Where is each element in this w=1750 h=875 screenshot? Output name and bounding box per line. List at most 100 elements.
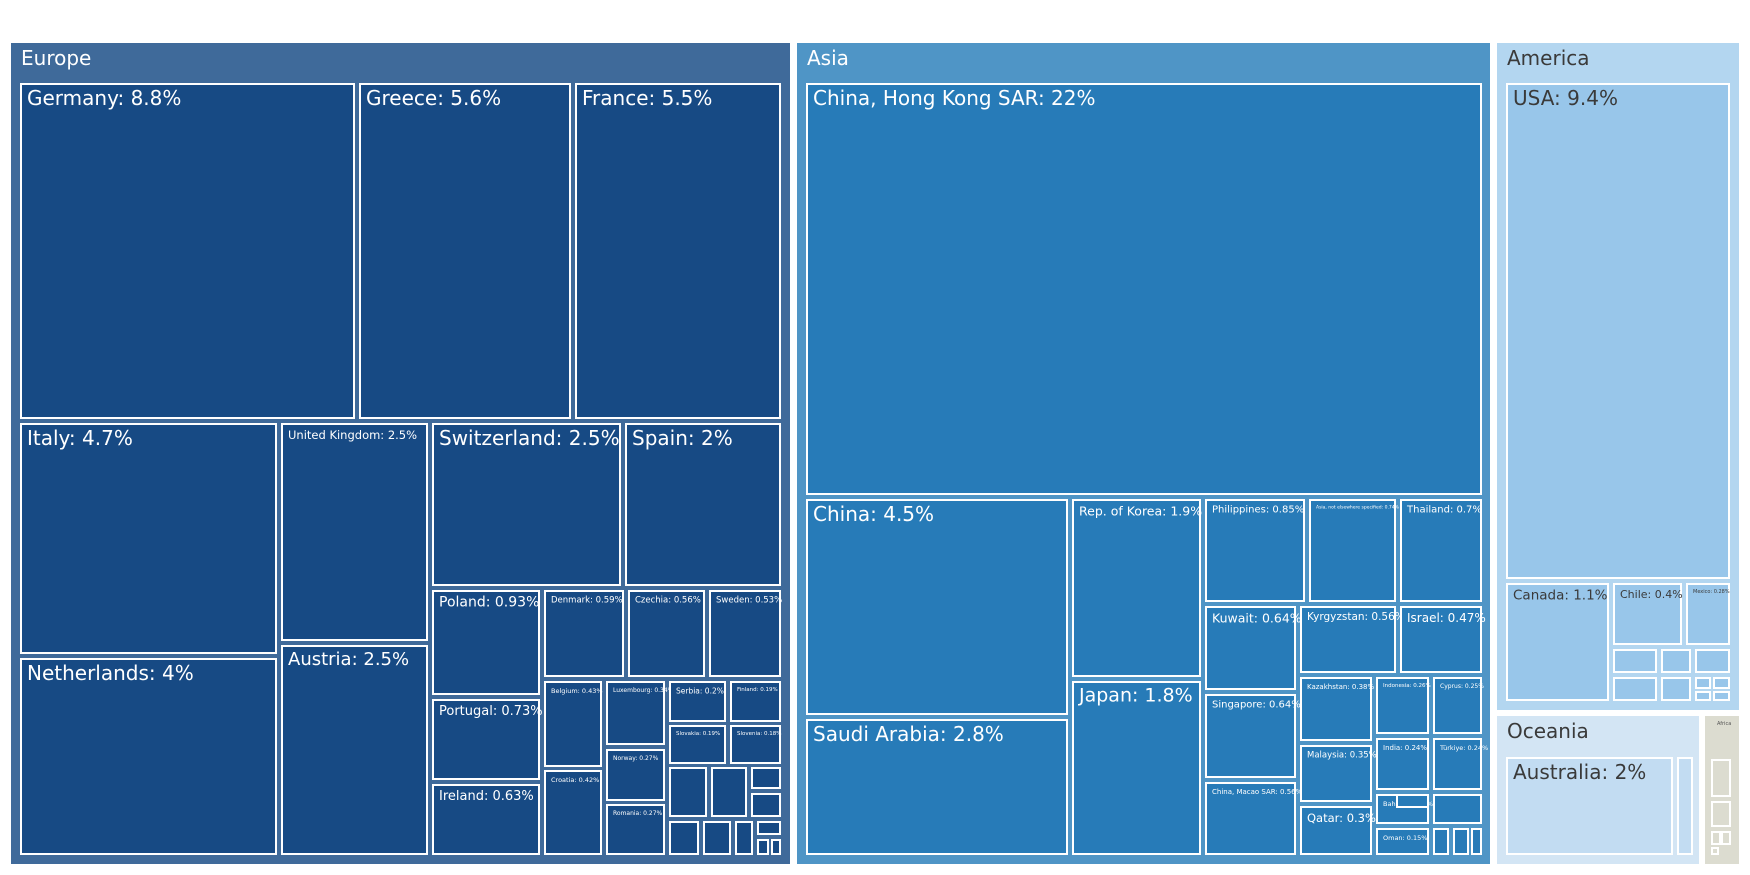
tile-label-china-macao-sar: China, Macao SAR: 0.56% [1212, 788, 1303, 796]
tile-finland [730, 681, 781, 722]
tile-label-philippines: Philippines: 0.85% [1212, 504, 1304, 515]
tile-netherlands [20, 658, 277, 855]
tile-label-germany: Germany: 8.8% [27, 86, 181, 110]
group-label-asia: Asia [807, 46, 849, 70]
tile-kyrgyzstan [1300, 606, 1396, 673]
tile-minor-america-3 [1613, 677, 1657, 701]
tile-minor-europe-1 [711, 767, 747, 817]
tile-japan [1072, 681, 1201, 855]
tile-label-serbia: Serbia: 0.2% [676, 687, 724, 696]
tile-minor-africa-4 [1711, 847, 1719, 855]
group-label-oceania: Oceania [1507, 719, 1589, 743]
tile-label-italy: Italy: 4.7% [27, 426, 133, 450]
tile-ireland [432, 784, 540, 855]
tile-minor-africa-1 [1711, 801, 1731, 827]
tile-minor-europe-8 [757, 839, 769, 855]
tile-label-belgium: Belgium: 0.43% [551, 687, 603, 695]
tile-label-oman: Oman: 0.15% [1383, 834, 1427, 842]
tile-label-australia: Australia: 2% [1513, 760, 1646, 784]
tile-kazakhstan [1300, 677, 1372, 741]
tile-minor-europe-4 [669, 821, 699, 855]
tile-minor-africa-3 [1721, 831, 1731, 845]
tile-minor-europe-3 [751, 793, 781, 817]
tile-minor-asia-0 [1433, 794, 1482, 824]
tile-label-netherlands: Netherlands: 4% [27, 661, 194, 685]
tile-israel [1400, 606, 1482, 673]
tile-romania [606, 804, 665, 855]
tile-label-united-kingdom: United Kingdom: 2.5% [288, 428, 417, 442]
tile-label-slovakia: Slovakia: 0.19% [676, 731, 720, 737]
tile-label-kuwait: Kuwait: 0.64% [1212, 611, 1302, 626]
tile-label-china-hong-kong-sar: China, Hong Kong SAR: 22% [813, 86, 1096, 110]
tile-label-kazakhstan: Kazakhstan: 0.38% [1307, 683, 1374, 691]
tile-slovakia [669, 725, 726, 764]
tile-label-mexico: Mexico: 0.28% [1693, 589, 1730, 595]
tile-china-macao-sar [1205, 782, 1296, 855]
tile-china-hong-kong-sar [806, 83, 1482, 495]
tile-label-qatar: Qatar: 0.3% [1307, 811, 1376, 825]
tile-minor-america-2 [1695, 649, 1730, 673]
tile-malaysia [1300, 745, 1372, 802]
tile-usa [1506, 83, 1730, 579]
tile-label-spain: Spain: 2% [632, 426, 733, 450]
tile-spain [625, 423, 781, 586]
group-label-america: America [1507, 46, 1590, 70]
tile-label-thailand: Thailand: 0.7% [1406, 504, 1482, 515]
tile-label-israel: Israel: 0.47% [1407, 611, 1486, 625]
tile-greece [359, 83, 571, 419]
tile-minor-europe-0 [669, 767, 707, 817]
tile-label-france: France: 5.5% [582, 86, 712, 110]
tile-minor-america-1 [1661, 649, 1691, 673]
tile-label-japan: Japan: 1.8% [1078, 685, 1193, 707]
tile-minor-europe-2 [751, 767, 781, 789]
tile-sweden [709, 590, 781, 677]
tile-minor-europe-5 [703, 821, 731, 855]
tile-belgium [544, 681, 602, 767]
tile-asia-not-elsewhere-specified [1309, 499, 1396, 602]
tile-label-saudi-arabia: Saudi Arabia: 2.8% [813, 722, 1004, 746]
tile-label-finland: Finland: 0.19% [737, 687, 778, 693]
tile-minor-europe-7 [757, 821, 781, 835]
tile-label-t-rkiye: Türkiye: 0.24% [1439, 744, 1488, 752]
tile-label-chile: Chile: 0.4% [1620, 588, 1683, 601]
tile-label-india: India: 0.24% [1383, 744, 1427, 752]
tile-united-kingdom [281, 423, 428, 641]
tile-cyprus [1433, 677, 1482, 734]
tile-label-portugal: Portugal: 0.73% [439, 704, 543, 719]
tile-label-indonesia: Indonesia: 0.26% [1383, 683, 1431, 689]
tile-label-poland: Poland: 0.93% [439, 595, 539, 611]
tile-mexico [1686, 583, 1730, 645]
tile-minor-america-6 [1713, 677, 1730, 689]
tile-label-czechia: Czechia: 0.56% [635, 596, 701, 606]
tile-minor-oceania-0 [1677, 757, 1693, 855]
tile-france [575, 83, 781, 419]
tile-india [1376, 738, 1429, 790]
tile-rep-of-korea [1072, 499, 1201, 677]
tile-minor-america-8 [1713, 691, 1730, 701]
tile-label-luxembourg: Luxembourg: 0.34% [613, 687, 674, 694]
tile-australia [1506, 757, 1673, 855]
tile-kuwait [1205, 606, 1296, 690]
tile-czechia [628, 590, 705, 677]
tile-label-singapore: Singapore: 0.64% [1212, 699, 1301, 710]
tile-norway [606, 749, 665, 801]
tile-label-austria: Austria: 2.5% [288, 649, 409, 670]
tile-label-rep-of-korea: Rep. of Korea: 1.9% [1079, 504, 1202, 519]
tile-minor-asia-2 [1453, 828, 1469, 855]
tile-indonesia [1376, 677, 1429, 734]
tile-germany [20, 83, 355, 419]
tile-slovenia [730, 725, 781, 764]
tile-label-ireland: Ireland: 0.63% [439, 789, 534, 804]
tile-t-rkiye [1433, 738, 1482, 790]
tile-croatia [544, 770, 602, 855]
tile-label-asia-not-elsewhere-specified: Asia, not elsewhere specified: 0.74% [1316, 504, 1400, 510]
tile-minor-europe-6 [735, 821, 753, 855]
tile-label-sweden: Sweden: 0.53% [716, 596, 782, 606]
tile-minor-europe-9 [771, 839, 781, 855]
tile-minor-america-0 [1613, 649, 1657, 673]
tile-label-cyprus: Cyprus: 0.25% [1440, 683, 1484, 690]
tile-qatar [1300, 806, 1372, 855]
tile-label-norway: Norway: 0.27% [613, 755, 659, 762]
tile-label-switzerland: Switzerland: 2.5% [439, 426, 620, 450]
